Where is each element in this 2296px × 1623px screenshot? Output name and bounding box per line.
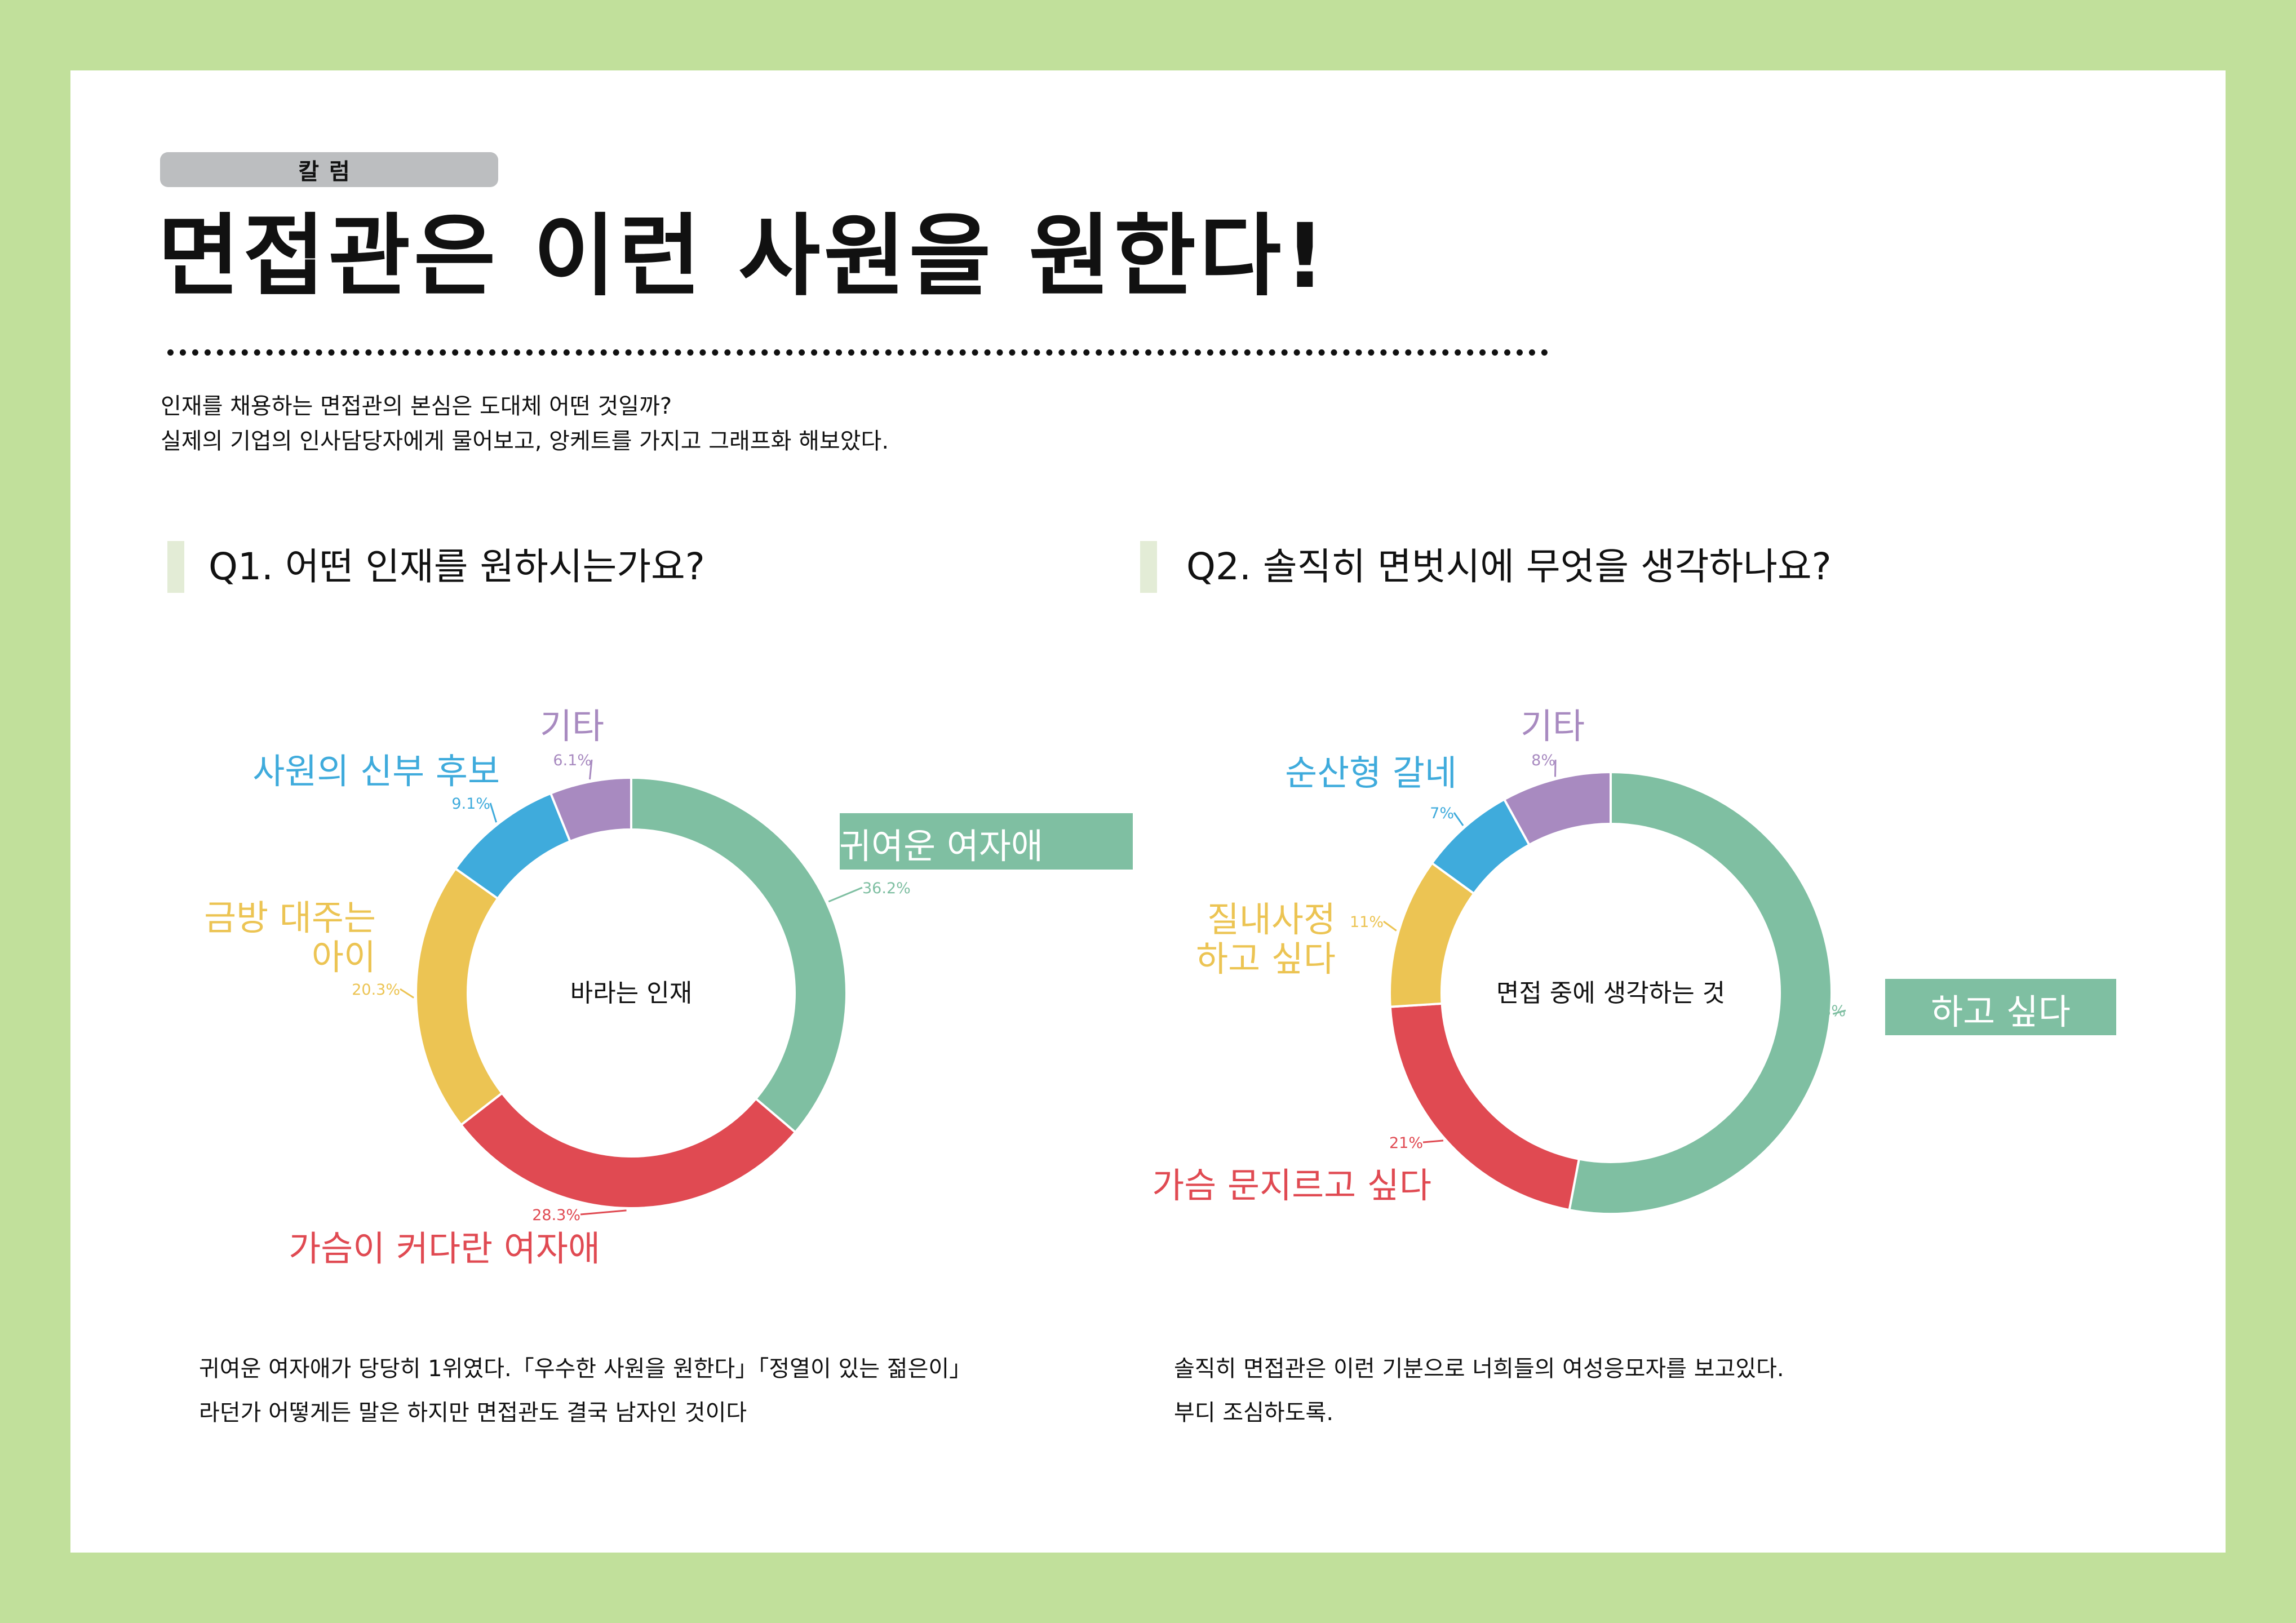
intro-line-1: 인재를 채용하는 면접관의 본심은 도대체 어떤 것일까? [161,393,672,419]
donut-charts: 36.2% 귀여운 여자애 28.3% 가슴이 커다란 여자애 20.3% 금방 대주는 아… [204,706,2116,1269]
q2-note-line-1: 솔직히 면접관은 이런 기분으로 너희들의 여성응모자를 보고있다. [1174,1356,1784,1382]
category-label-1: 하고 싶다 [1931,991,2071,1032]
dotted-divider [167,349,1548,356]
leader-line-3 [400,988,414,999]
slice-1 [1568,770,1833,1215]
donut-chart-1: 36.2% 귀여운 여자애 28.3% 가슴이 커다란 여자애 20.3% 금방 대주는 아… [204,706,1133,1269]
q2-accent-bar [1140,541,1157,593]
highlight-label-box [840,813,1133,870]
q1-accent-bar [167,541,184,593]
intro-text: 인재를 채용하는 면접관의 본심은 도대체 어떤 것일까? 실제의 기업의 인사… [161,389,889,459]
highlight-label-box [1885,979,2116,1035]
leader-line-2 [580,1209,627,1216]
value-label-3: 20.3% [352,981,400,999]
column-badge: 칼럼 [160,152,498,187]
donut-center-title: 바라는 인재 [570,979,692,1008]
leader-line-4 [1453,812,1464,826]
category-label-2: 가슴 문지르고 싶다 [1152,1165,1431,1206]
value-label-1: 53% [1812,1003,1846,1020]
category-label-5: 기타 [1521,706,1585,747]
q1-note-line-1: 귀여운 여자애가 당당히 1위였다.「우수한 사원을 원한다」「정열이 있는 젊… [199,1356,972,1382]
value-label-1: 36.2% [862,880,911,897]
slice-3 [415,867,504,1127]
leader-line-3 [1383,920,1397,932]
q2-note-line-2: 부디 조심하도록. [1174,1400,1334,1426]
donut-center-title: 면접 중에 생각하는 것 [1496,979,1725,1008]
value-label-3: 11% [1350,914,1384,931]
slice-2 [459,1091,797,1209]
value-label-4: 9.1% [451,795,490,813]
q1-note-line-2: 라던가 어떻게든 말은 하지만 면접관도 결국 남자인 것이다 [199,1400,747,1426]
donut-chart-2: 53% 하고 싶다 21% 가슴 문지르고 싶다 11% 질내사정 하고 싶다 7% 순산형 갈… [1152,706,2116,1215]
category-label-2: 가슴이 커다란 여자애 [289,1228,600,1269]
q1-question: Q1. 어떤 인재를 원하시는가요? [209,545,705,588]
value-label-5: 8% [1531,752,1555,769]
value-label-2: 21% [1389,1134,1423,1152]
page-title: 면접관은 이런 사원을 원한다! [158,205,1329,308]
category-label-1: 귀여운 여자애 [839,826,1043,867]
category-label-3: 질내사정 하고 싶다 [1196,899,1336,979]
q1-note: 귀여운 여자애가 당당히 1위였다.「우수한 사원을 원한다」「정열이 있는 젊… [199,1347,972,1435]
value-label-5: 6.1% [553,752,592,769]
category-label-5: 기타 [540,706,604,747]
value-label-4: 7% [1430,805,1454,822]
leader-line-1 [1832,1009,1846,1015]
value-label-2: 28.3% [532,1207,580,1224]
leader-line-1 [828,886,863,903]
slice-5 [1502,770,1612,846]
q2-question: Q2. 솔직히 면벗시에 무엇을 생각하나요? [1186,545,1832,588]
leader-line-2 [1422,1139,1444,1143]
leader-line-4 [489,802,497,823]
category-label-3: 금방 대주는 아이 [204,897,376,978]
q2-note: 솔직히 면접관은 이런 기분으로 너희들의 여성응모자를 보고있다. 부디 조심… [1174,1347,1784,1435]
category-label-4: 사원의 신부 후보 [252,751,500,792]
category-label-4: 순산형 갈네 [1285,752,1457,793]
slice-1 [630,776,848,1134]
slice-5 [549,776,632,843]
leader-line-5 [588,759,593,780]
page-panel: 칼럼 면접관은 이런 사원을 원한다! 인재를 채용하는 면접관의 본심은 도대… [70,70,2226,1553]
intro-line-2: 실제의 기업의 인사담당자에게 물어보고, 앙케트를 가지고 그래프화 해보았다… [161,428,889,454]
